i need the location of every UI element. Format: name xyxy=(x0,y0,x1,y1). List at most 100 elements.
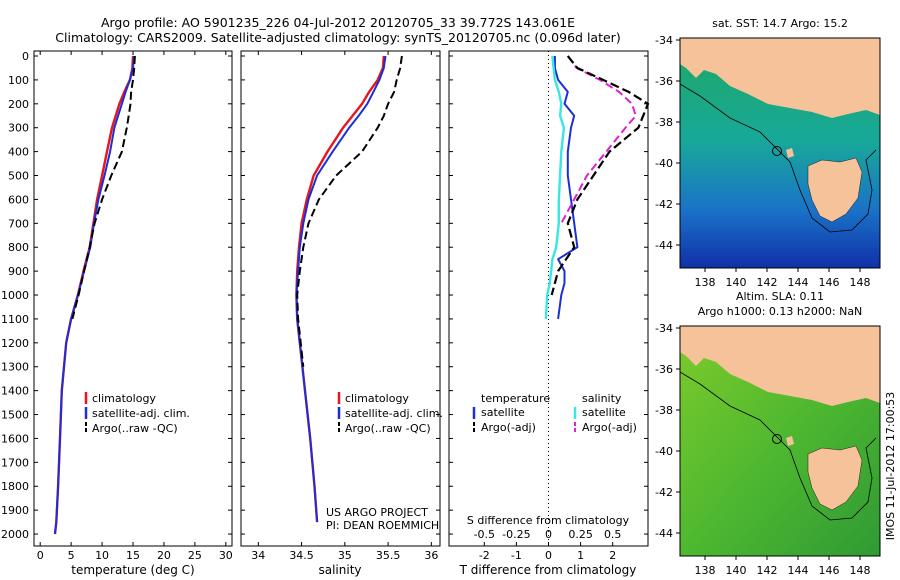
project-note-line1: US ARGO PROJECT xyxy=(326,506,428,519)
legend-label-argo: Argo(..raw -QC) xyxy=(92,422,178,435)
legend-title-temperature: temperature xyxy=(481,392,550,405)
pressure-axis: 0 100 200 300 400 500 600 700 800 900 1000 1100 1200… xyxy=(1,50,648,541)
lat-tick-label: -34 xyxy=(655,34,673,47)
series-line-satellite-adj-clim xyxy=(295,55,387,523)
x-tick-label: 34.5 xyxy=(289,549,314,562)
lon-tick-label: 146 xyxy=(819,564,840,577)
lat-tick-label: -38 xyxy=(655,116,673,129)
lon-tick-label: 146 xyxy=(819,276,840,289)
pressure-tick-label: 1200 xyxy=(1,337,29,350)
lat-tick-label: -44 xyxy=(655,527,673,540)
lon-tick-label: 140 xyxy=(726,564,747,577)
series-line-salinity-satellite xyxy=(544,55,566,319)
lat-tick-label: -40 xyxy=(655,157,673,170)
figure-title-line1: Argo profile: AO 5901235_226 04-Jul-2012… xyxy=(101,15,575,30)
argo-position-marker xyxy=(772,434,782,444)
s-diff-tick-label: -0.25 xyxy=(502,528,530,541)
sst-map-title: sat. SST: 14.7 Argo: 15.2 xyxy=(712,17,848,30)
lat-tick-label: -40 xyxy=(655,445,673,458)
legend-label-sal-satellite: satellite xyxy=(582,406,626,419)
salinity-profile-lines xyxy=(295,55,403,523)
t-diff-tick-label: 0 xyxy=(545,549,552,562)
pressure-tick-label: 300 xyxy=(8,122,29,135)
t-diff-tick-label: -1 xyxy=(511,549,522,562)
x-tick-label: 34 xyxy=(251,549,265,562)
x-tick-label: 36 xyxy=(424,549,438,562)
argo-position-marker xyxy=(772,146,782,156)
sst-map-frame xyxy=(679,37,881,269)
sst-map-axes: -34 -36 -38 -40 -42 -44 138 140 142 144 146 148 xyxy=(655,34,870,289)
difference-profile-lines xyxy=(544,55,650,320)
figure-title-line2: Climatology: CARS2009. Satellite-adjuste… xyxy=(55,30,620,45)
legend-label-climatology: climatology xyxy=(345,392,409,405)
tasmania xyxy=(807,445,863,511)
lon-tick-label: 140 xyxy=(726,276,747,289)
salinity-x-label: salinity xyxy=(318,563,361,577)
project-note-line2: PI: DEAN ROEMMICH xyxy=(326,519,439,532)
tasmania xyxy=(807,157,863,223)
king-island xyxy=(786,148,794,158)
sla-map-axes: -34 -36 -38 -40 -42 -44 138 140 142 144 146 148 xyxy=(655,322,870,577)
pressure-tick-label: 2000 xyxy=(1,528,29,541)
series-line-temperature-argo-adj xyxy=(550,55,650,296)
legend-label-climatology: climatology xyxy=(92,392,156,405)
s-diff-tick-label: 0 xyxy=(545,528,552,541)
difference-axes: -2 -1 0 1 2 -0.5 -0.25 0 0.25 0.5 xyxy=(474,51,622,562)
x-tick-label: 30 xyxy=(219,549,233,562)
x-tick-label: 10 xyxy=(95,549,109,562)
pressure-tick-label: 600 xyxy=(8,193,29,206)
x-tick-label: 20 xyxy=(157,549,171,562)
temperature-panel-frame xyxy=(33,50,233,547)
salinity-x-axis: 34 34.5 35 35.5 36 xyxy=(251,51,438,562)
lat-tick-label: -36 xyxy=(655,363,673,376)
lon-tick-label: 144 xyxy=(788,564,809,577)
legend-title-salinity: salinity xyxy=(582,392,622,405)
lon-tick-label: 148 xyxy=(850,564,871,577)
sla-map-title-line1: Altim. SLA: 0.11 xyxy=(736,290,824,303)
shelf-contour xyxy=(680,371,877,521)
sla-map-title-line2: Argo h1000: 0.13 h2000: NaN xyxy=(698,305,863,318)
x-tick-label: 35 xyxy=(338,549,352,562)
pressure-tick-label: 400 xyxy=(8,146,29,159)
series-line-climatology xyxy=(295,55,385,523)
mainland-australia xyxy=(680,38,880,118)
shelf-contour xyxy=(680,83,877,233)
lon-tick-label: 148 xyxy=(850,276,871,289)
t-diff-tick-label: 1 xyxy=(577,549,584,562)
legend-label-satellite: satellite-adj. clim. xyxy=(92,407,190,420)
s-diff-tick-label: -0.5 xyxy=(474,528,495,541)
difference-legend: temperature salinity satellite Argo(-adj… xyxy=(472,392,637,434)
pressure-tick-label: 1600 xyxy=(1,432,29,445)
temperature-legend: climatology satellite-adj. clim. Argo(..… xyxy=(84,392,190,435)
lat-tick-label: -44 xyxy=(655,239,673,252)
pressure-tick-label: 900 xyxy=(8,265,29,278)
lat-tick-label: -42 xyxy=(655,486,673,499)
legend-label-temp-satellite: satellite xyxy=(481,406,525,419)
sla-map: Altim. SLA: 0.11 Argo h1000: 0.13 h2000:… xyxy=(655,290,881,577)
t-diff-tick-label: 2 xyxy=(609,549,616,562)
x-tick-label: 5 xyxy=(68,549,75,562)
lat-tick-label: -42 xyxy=(655,198,673,211)
pressure-tick-label: 1400 xyxy=(1,385,29,398)
series-line-satellite-adj-clim xyxy=(54,55,136,535)
x-tick-label: 25 xyxy=(188,549,202,562)
pressure-tick-label: 1100 xyxy=(1,313,29,326)
sla-map-frame xyxy=(679,325,881,557)
pressure-tick-label: 1000 xyxy=(1,289,29,302)
sst-map: sat. SST: 14.7 Argo: 15.2 -34 -36 -38 -40 -4… xyxy=(655,17,881,289)
x-tick-label: 0 xyxy=(37,549,44,562)
lon-tick-label: 144 xyxy=(788,276,809,289)
s-diff-tick-label: 0.5 xyxy=(604,528,622,541)
lon-tick-label: 138 xyxy=(695,564,716,577)
legend-label-sal-argo: Argo(-adj) xyxy=(582,421,637,434)
s-difference-label: S difference from climatology xyxy=(467,514,630,527)
temperature-profile-lines xyxy=(53,55,136,535)
t-diff-tick-label: -2 xyxy=(479,549,490,562)
lat-tick-label: -34 xyxy=(655,322,673,335)
legend-label-temp-argo: Argo(-adj) xyxy=(481,421,536,434)
s-diff-tick-label: 0.25 xyxy=(568,528,593,541)
pressure-tick-label: 100 xyxy=(8,74,29,87)
temperature-x-label: temperature (deg C) xyxy=(71,563,194,577)
pressure-tick-label: 1300 xyxy=(1,361,29,374)
